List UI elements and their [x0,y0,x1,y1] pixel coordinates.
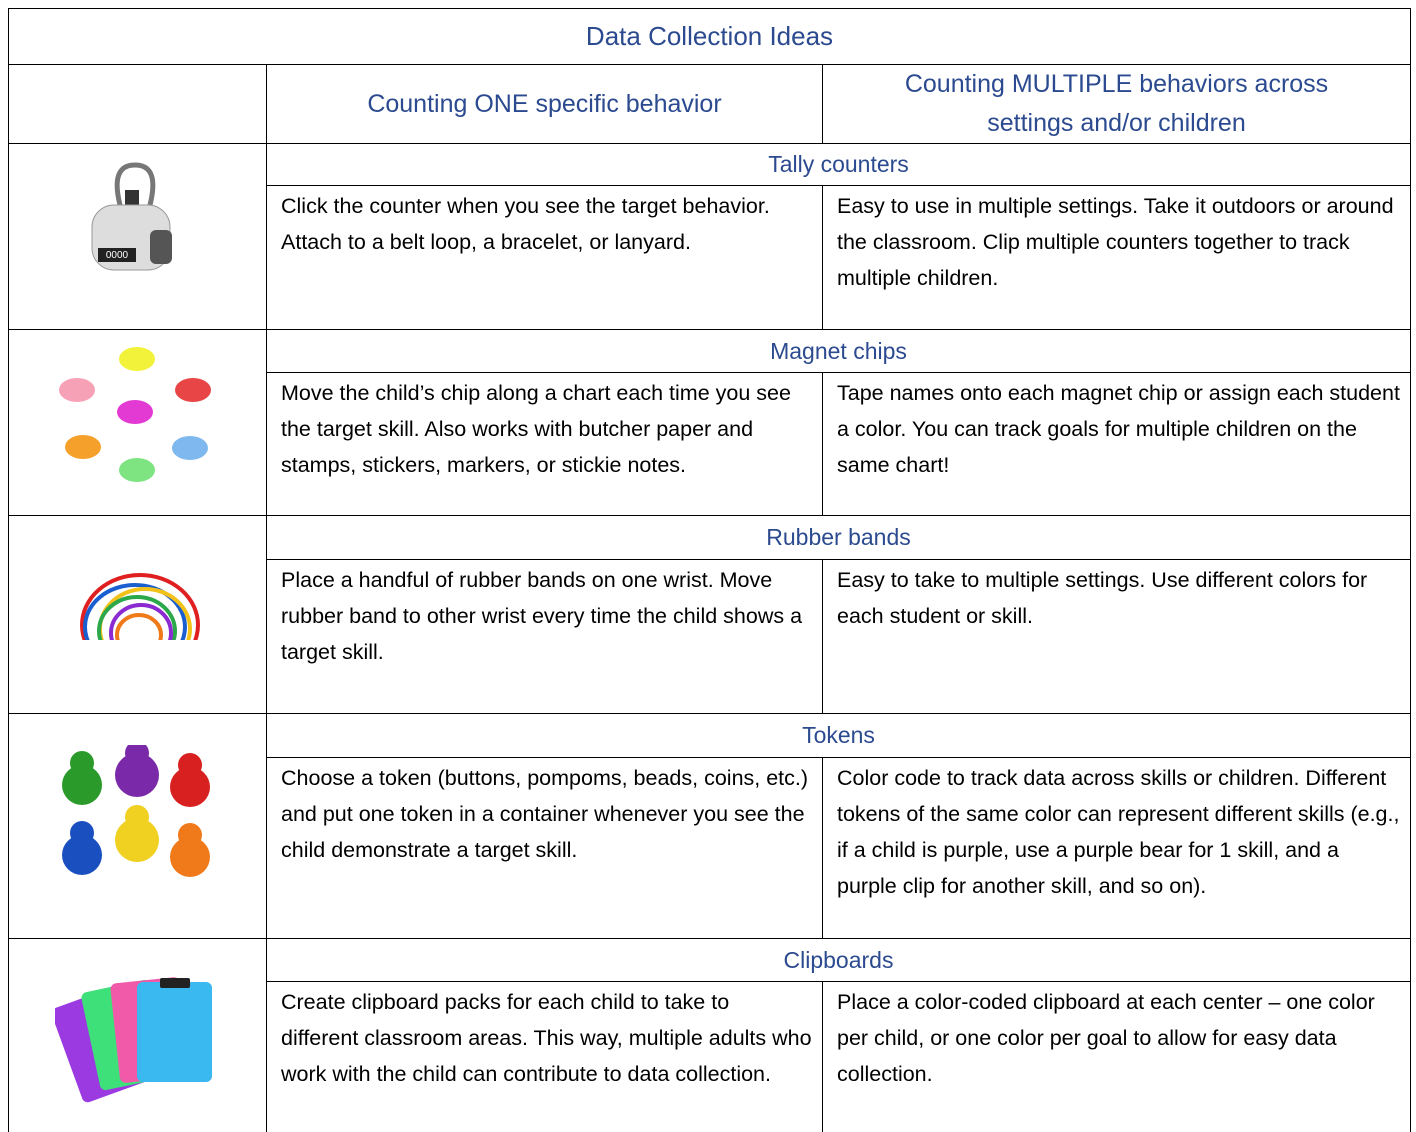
cell-one: Choose a token (buttons, pompoms, beads,… [266,757,823,939]
cell-one: Click the counter when you see the targe… [266,185,823,330]
cell-multiple: Easy to use in multiple settings. Take i… [822,185,1411,330]
table-title: Data Collection Ideas [8,8,1411,65]
row-label: Tokens [266,713,1411,758]
cell-multiple: Easy to take to multiple settings. Use d… [822,559,1411,714]
clipboards-icon [55,977,212,1103]
row-label: Rubber bands [266,515,1411,560]
cell-multiple: Place a color-coded clipboard at each ce… [822,981,1411,1132]
cell-multiple: Tape names onto each magnet chip or assi… [822,372,1411,516]
empty-header-cell [8,64,267,144]
rubber-bands-icon [80,573,200,640]
cell-one: Move the child’s chip along a chart each… [266,372,823,516]
cell-one: Place a handful of rubber bands on one w… [266,559,823,714]
row-label: Tally counters [266,143,1411,186]
column-header: Counting ONE specific behavior [266,64,823,144]
magnet-chips-icon [59,347,211,482]
cell-one: Create clipboard packs for each child to… [266,981,823,1132]
row-label: Clipboards [266,938,1411,982]
tally-counter-icon: 0000 [91,162,172,271]
svg-text:0000: 0000 [106,250,129,261]
cell-multiple: Color code to track data across skills o… [822,757,1411,939]
column-header: Counting MULTIPLE behaviors across setti… [822,64,1411,144]
tokens-icon [62,745,210,877]
row-label: Magnet chips [266,329,1411,373]
